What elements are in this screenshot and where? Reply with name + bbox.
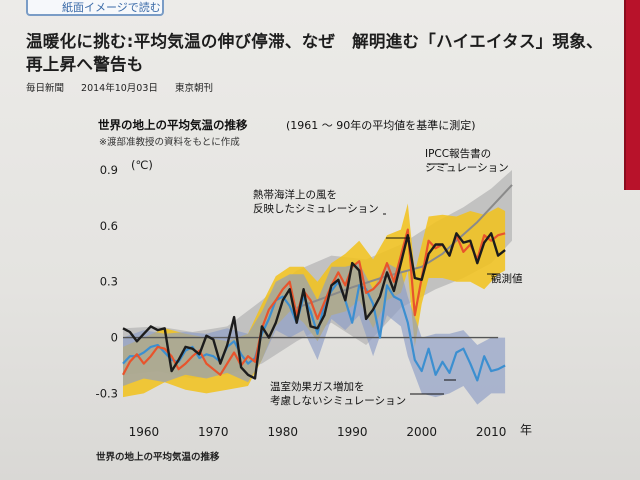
y-tick-label: 0.3: [100, 275, 118, 289]
x-axis-unit: 年: [520, 423, 532, 437]
y-tick-label: 0.6: [100, 219, 118, 233]
chart-subtitle: (1961 ～ 90年の平均値を基準に測定): [286, 118, 476, 132]
view-print-image-label: 紙面イメージで読む: [62, 1, 161, 14]
chart-source-note: ※渡部准教授の資料をもとに作成: [99, 136, 240, 148]
annotation-ipcc: シミュレーション: [425, 162, 509, 174]
article-source: 毎日新聞: [26, 83, 65, 94]
y-tick-label: -0.3: [96, 386, 118, 400]
y-axis-unit: (℃): [131, 158, 153, 172]
article-date: 2014年10月03日: [81, 83, 158, 94]
sim-no-ghg-line: [122, 280, 506, 382]
sim-no-ghg-band: [123, 263, 506, 405]
y-axis-ticks: 0.9 0.6 0.3 0 -0.3: [96, 163, 118, 400]
article-meta: 毎日新聞 2014年10月03日 東京朝刊: [26, 80, 227, 94]
x-tick-label: 1990: [337, 425, 368, 439]
x-axis-ticks: 1960 1970 1980 1990 2000 2010: [129, 425, 507, 439]
x-tick-label: 2000: [406, 425, 437, 439]
annotation-noghg: 考慮しないシミュレーション: [270, 394, 406, 407]
ipcc-line: [296, 184, 513, 309]
article-headline: 温暖化に挑む:平均気温の伸び停滞、なぜ 解明進む「ハイエイタス」現象、再上昇へ警…: [26, 32, 603, 74]
x-tick-label: 1970: [198, 425, 229, 439]
series-lines: [122, 184, 513, 382]
view-print-image-button[interactable]: 紙面イメージで読む: [26, 0, 164, 16]
annotation-ipcc: IPCC報告書の: [425, 147, 491, 160]
x-tick-label: 1980: [267, 425, 298, 439]
chart-caption: 世界の地上の平均気温の推移: [96, 452, 220, 463]
red-page-edge-shadow: [624, 0, 626, 190]
x-tick-label: 2010: [476, 425, 507, 439]
y-tick-label: 0.9: [100, 163, 118, 177]
chart-title: 世界の地上の平均気温の推移: [98, 118, 248, 132]
annotations: IPCC報告書のシミュレーション熱帯海洋上の風を反映したシミュレーション観測値温…: [253, 147, 523, 407]
y-tick-label: 0: [111, 331, 118, 345]
annotation-noghg: 温室効果ガス増加を: [270, 380, 365, 393]
annotation-observed: 観測値: [491, 272, 523, 285]
observed-line: [122, 232, 506, 380]
annotation-ocean: 熱帯海洋上の風を: [253, 188, 337, 201]
x-tick-label: 1960: [129, 425, 160, 439]
red-page-edge: [626, 0, 640, 190]
article-edition: 東京朝刊: [174, 83, 213, 94]
annotation-ocean: 反映したシミュレーション: [253, 203, 379, 215]
ipcc-band: [123, 170, 512, 379]
